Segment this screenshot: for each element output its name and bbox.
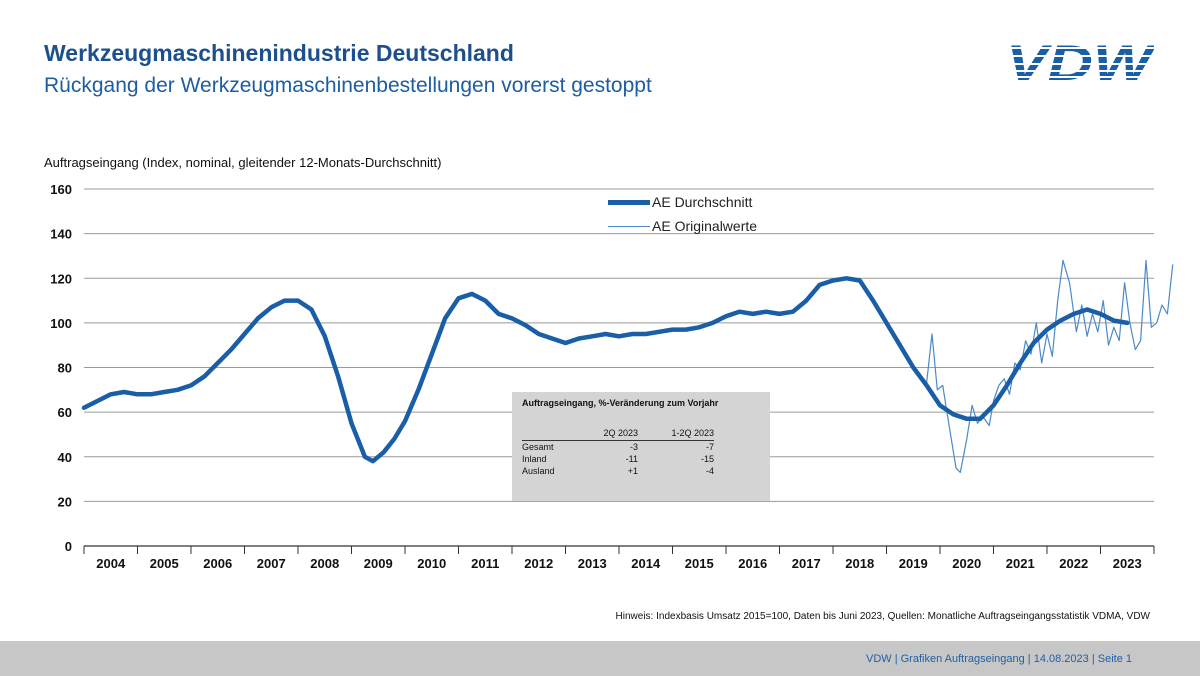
y-tick-label: 40 xyxy=(58,450,72,465)
row-value-h1: -15 xyxy=(700,454,714,464)
x-tick-label: 2006 xyxy=(203,556,232,571)
y-tick-label: 80 xyxy=(58,361,72,376)
x-tick-label: 2023 xyxy=(1113,556,1142,571)
y-tick-label: 0 xyxy=(65,539,72,554)
row-value-q2: -11 xyxy=(625,454,638,464)
y-axis-label: Auftragseingang (Index, nominal, gleiten… xyxy=(44,155,442,170)
table-header-empty xyxy=(522,428,582,441)
row-label: Ausland xyxy=(522,466,555,476)
x-tick-label: 2015 xyxy=(685,556,714,571)
page-title: Werkzeugmaschinenindustrie Deutschland xyxy=(44,40,514,66)
table-row: Inland -11 -15 xyxy=(522,453,714,465)
y-tick-label: 160 xyxy=(50,182,72,197)
legend-item-avg: AE Durchschnitt xyxy=(608,190,757,214)
y-tick-label: 100 xyxy=(50,316,72,331)
x-tick-label: 2017 xyxy=(792,556,821,571)
table-header-col1: 2Q 2023 xyxy=(582,428,638,441)
x-tick-label: 2007 xyxy=(257,556,286,571)
x-tick-label: 2010 xyxy=(417,556,446,571)
x-tick-label: 2016 xyxy=(738,556,767,571)
x-tick-label: 2005 xyxy=(150,556,179,571)
legend-label-avg: AE Durchschnitt xyxy=(652,194,753,210)
x-tick-label: 2009 xyxy=(364,556,393,571)
source-note: Hinweis: Indexbasis Umsatz 2015=100, Dat… xyxy=(615,611,1150,622)
legend-label-orig: AE Originalwerte xyxy=(652,218,758,234)
table-row: Ausland +1 -4 xyxy=(522,465,714,477)
x-tick-label: 2008 xyxy=(310,556,339,571)
x-tick-label: 2022 xyxy=(1059,556,1088,571)
y-tick-label: 20 xyxy=(58,494,72,509)
row-label: Inland xyxy=(522,454,547,464)
legend-swatch-thick xyxy=(608,199,650,205)
table-header-col2: 1-2Q 2023 xyxy=(638,428,714,441)
vdw-logo: VDW xyxy=(1006,40,1154,81)
change-table-title: Auftragseingang, %-Veränderung zum Vorja… xyxy=(522,398,719,408)
row-label: Gesamt xyxy=(522,442,554,452)
x-tick-label: 2012 xyxy=(524,556,553,571)
row-value-h1: -7 xyxy=(705,442,714,452)
series-line-originalwerte xyxy=(925,259,1174,473)
x-tick-label: 2019 xyxy=(899,556,928,571)
line-chart: 0 20 40 60 80 100 120 140 160 2004 2005 2006 2007 200… xyxy=(50,182,1174,571)
legend-swatch-thin xyxy=(608,225,650,227)
y-tick-label: 140 xyxy=(50,227,72,242)
chart-legend: AE Durchschnitt AE Originalwerte xyxy=(608,190,757,238)
x-tick-label: 2021 xyxy=(1006,556,1035,571)
footer-text: VDW | Grafiken Auftragseingang | 14.08.2… xyxy=(865,653,1132,665)
y-tick-label: 120 xyxy=(50,271,72,286)
change-table: 2Q 2023 1-2Q 2023 Gesamt -3 -7 Inland -1… xyxy=(522,428,714,477)
series-line-durchschnitt xyxy=(81,276,1130,464)
footer-bar: VDW | Grafiken Auftragseingang | 14.08.2… xyxy=(0,641,1200,676)
table-row: Gesamt -3 -7 xyxy=(522,441,714,454)
row-value-h1: -4 xyxy=(705,466,714,476)
y-tick-label: 60 xyxy=(58,405,72,420)
row-value-q2: -3 xyxy=(629,442,638,452)
x-tick-label: 2011 xyxy=(471,556,499,571)
x-tick-label: 2004 xyxy=(96,556,126,571)
x-tick-label: 2014 xyxy=(631,556,661,571)
x-tick-label: 2020 xyxy=(952,556,981,571)
page-subtitle: Rückgang der Werkzeugmaschinenbestellung… xyxy=(44,74,652,97)
row-value-q2: +1 xyxy=(627,466,638,476)
x-tick-label: 2018 xyxy=(845,556,874,571)
change-table-box: Auftragseingang, %-Veränderung zum Vorja… xyxy=(512,392,770,501)
legend-item-orig: AE Originalwerte xyxy=(608,214,757,238)
x-tick-label: 2013 xyxy=(578,556,607,571)
